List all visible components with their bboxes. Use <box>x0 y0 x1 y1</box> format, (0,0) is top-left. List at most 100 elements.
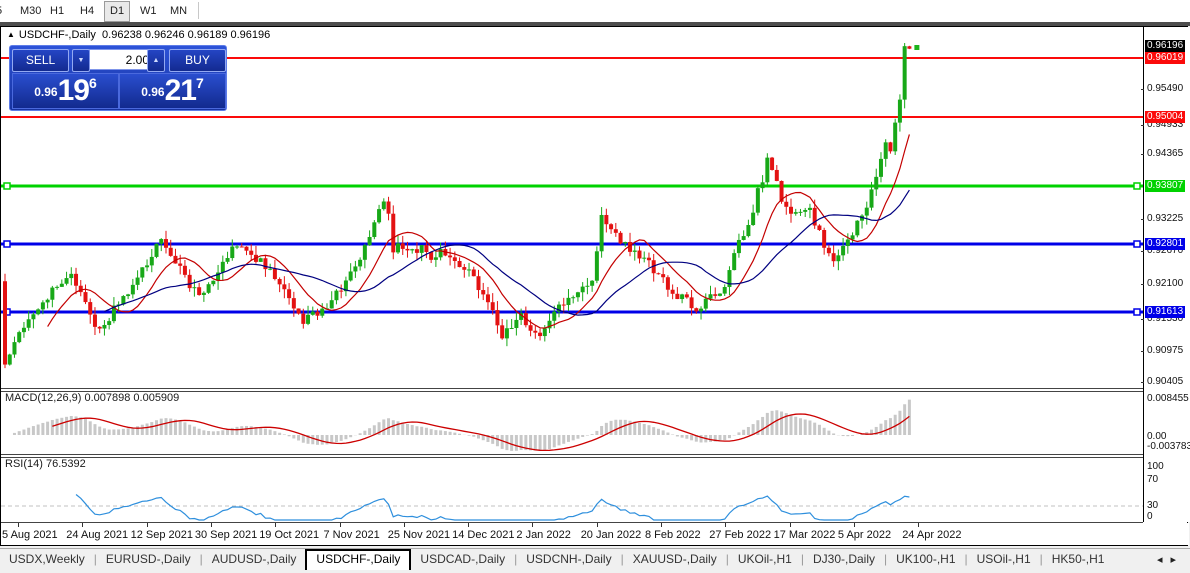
chart-tab-usoil-h1[interactable]: USOil-,H1 <box>976 552 1031 566</box>
tab-separator: | <box>1039 552 1043 566</box>
chart-tab-usdcad-daily[interactable]: USDCAD-,Daily <box>420 552 506 566</box>
tab-separator: | <box>725 552 729 566</box>
chart-tab-audusd-daily[interactable]: AUDUSD-,Daily <box>211 552 297 566</box>
tab-separator: | <box>800 552 804 566</box>
price-pane[interactable] <box>1 27 1143 388</box>
chart-tab-usdx-weekly[interactable]: USDX,Weekly <box>9 552 85 566</box>
tab-separator: | <box>620 552 624 566</box>
pane-separator <box>1 522 1143 523</box>
price-axis-label: 0.94365 <box>1147 148 1184 159</box>
timeframe-button-D1[interactable]: D1 <box>104 1 131 22</box>
date-label: 24 Aug 2021 <box>66 529 129 541</box>
chart-symbol-label: USDCHF-,Daily <box>18 29 96 41</box>
axis-tick <box>403 523 405 527</box>
date-label: 5 Apr 2022 <box>837 529 892 541</box>
axis-tick <box>468 523 470 527</box>
price-axis-label: 0.95490 <box>1147 83 1184 94</box>
axis-tick <box>532 523 534 527</box>
collapse-arrow-icon[interactable]: ▲ <box>7 30 15 39</box>
timeframe-button-H4[interactable]: H4 <box>80 5 95 17</box>
axis-tick <box>725 523 727 527</box>
window-top-strip <box>0 22 1190 26</box>
axis-tick <box>1141 382 1144 383</box>
timeframe-toolbar: 5 M30 H1 H4 D1 W1 MN <box>0 0 1190 23</box>
macd-axis-label: 0.00 <box>1147 431 1167 442</box>
timeframe-button-5[interactable]: 5 <box>0 1 8 22</box>
date-label: 19 Oct 2021 <box>259 529 320 541</box>
timeframe-button-H1[interactable]: H1 <box>50 5 65 17</box>
sell-button[interactable]: SELL <box>12 49 69 72</box>
volume-stepper: ▼ ▲ <box>72 49 165 72</box>
chart-tab-uk100-h1[interactable]: UK100-,H1 <box>896 552 956 566</box>
chart-window: ▲ USDCHF-,Daily 0.96238 0.96246 0.96189 0… <box>0 26 1190 546</box>
axis-tick <box>339 523 341 527</box>
macd-label: MACD(12,26,9) 0.007898 0.005909 <box>5 392 180 404</box>
chart-tab-hk50-h1[interactable]: HK50-,H1 <box>1051 552 1105 566</box>
rsi-label: RSI(14) 76.5392 <box>5 458 86 470</box>
axis-tick <box>1141 89 1144 90</box>
axis-tick <box>918 523 920 527</box>
timeframe-button-W1[interactable]: W1 <box>140 5 157 17</box>
price-badge-green: 0.93807 <box>1145 180 1186 192</box>
date-label: 27 Feb 2022 <box>709 529 772 541</box>
macd-pane[interactable]: MACD(12,26,9) 0.007898 0.005909 <box>1 390 1143 454</box>
chart-tab-eurusd-daily[interactable]: EURUSD-,Daily <box>105 552 191 566</box>
date-label: 12 Sep 2021 <box>130 529 193 541</box>
timeframe-button-MN[interactable]: MN <box>170 5 188 17</box>
chart-tab-usdcnh-daily[interactable]: USDCNH-,Daily <box>526 552 612 566</box>
volume-input[interactable] <box>89 49 153 70</box>
tab-scroll-left-icon[interactable]: ◂ <box>1156 554 1171 566</box>
axis-tick <box>1141 319 1144 320</box>
macd-chart <box>12 399 911 452</box>
axis-tick <box>1141 284 1144 285</box>
volume-down-button[interactable]: ▼ <box>72 49 90 72</box>
buy-price-prefix: 0.96 <box>141 85 165 99</box>
price-badge-blue: 0.91613 <box>1145 306 1186 318</box>
buy-button[interactable]: BUY <box>169 49 226 72</box>
chart-tab-usdchf-daily[interactable]: USDCHF-,Daily <box>305 549 412 570</box>
axis-tick <box>789 523 791 527</box>
pane-separator[interactable] <box>1 454 1143 458</box>
tab-separator: | <box>884 552 888 566</box>
chart-tab-dj30-daily[interactable]: DJ30-,Daily <box>812 552 875 566</box>
rsi-axis-label: 100 <box>1147 461 1164 472</box>
price-axis-label: 0.90405 <box>1147 376 1184 387</box>
sell-price-display[interactable]: 0.96196 <box>12 73 119 109</box>
tab-scroll-arrows[interactable]: ◂▸ <box>1157 553 1184 566</box>
rsi-pane[interactable]: RSI(14) 76.5392 <box>1 456 1143 522</box>
buy-price-pip: 7 <box>195 75 204 91</box>
axis-tick <box>1141 351 1144 352</box>
buy-price-display[interactable]: 0.96217 <box>119 73 226 109</box>
date-label: 2 Jan 2022 <box>516 529 571 541</box>
tab-scroll-right-icon[interactable]: ▸ <box>1170 554 1184 566</box>
macd-axis-label: -0.003783 <box>1147 441 1190 452</box>
candlestick-chart <box>1 43 1143 369</box>
axis-tick <box>1141 125 1144 126</box>
volume-up-button[interactable]: ▲ <box>147 49 165 72</box>
price-badge-black: 0.96196 <box>1145 40 1186 52</box>
price-axis-label: 0.90975 <box>1147 345 1184 356</box>
date-label: 7 Nov 2021 <box>323 529 380 541</box>
one-click-trade-panel: SELL ▼ ▲ BUY 0.96196 0.96217 <box>9 45 227 111</box>
price-axis[interactable]: 0.95490 0.94933 0.94365 0.93225 0.92670 0.921… <box>1141 27 1190 522</box>
date-label: 8 Feb 2022 <box>645 529 701 541</box>
timeframe-button-M30[interactable]: M30 <box>20 5 42 17</box>
rsi-axis-label: 30 <box>1147 500 1159 511</box>
chart-tab-xauusd-daily[interactable]: XAUUSD-,Daily <box>632 552 717 566</box>
axis-tick <box>146 523 148 527</box>
axis-tick <box>18 523 19 527</box>
rsi-axis-label: 0 <box>1147 511 1153 522</box>
chart-tab-ukoil-h1[interactable]: UKOil-,H1 <box>737 552 792 566</box>
buy-price-main: 21 <box>164 74 197 107</box>
time-axis[interactable]: 5 Aug 2021 24 Aug 2021 12 Sep 2021 30 Sep 2… <box>1 523 1189 545</box>
date-label: 20 Jan 2022 <box>580 529 642 541</box>
price-badge-blue: 0.92801 <box>1145 238 1186 250</box>
sell-price-pip: 6 <box>88 75 97 91</box>
date-label: 25 Nov 2021 <box>387 529 451 541</box>
chart-tabs: USDX,Weekly | EURUSD-,Daily | AUDUSD-,Daily U… <box>0 549 1113 570</box>
toolbar-separator <box>198 2 199 19</box>
macd-axis-label: 0.008455 <box>1147 393 1189 404</box>
price-axis-label: 0.94933 <box>1147 119 1184 130</box>
pane-separator[interactable] <box>1 388 1143 392</box>
price-badge-red: 0.95004 <box>1145 111 1186 123</box>
